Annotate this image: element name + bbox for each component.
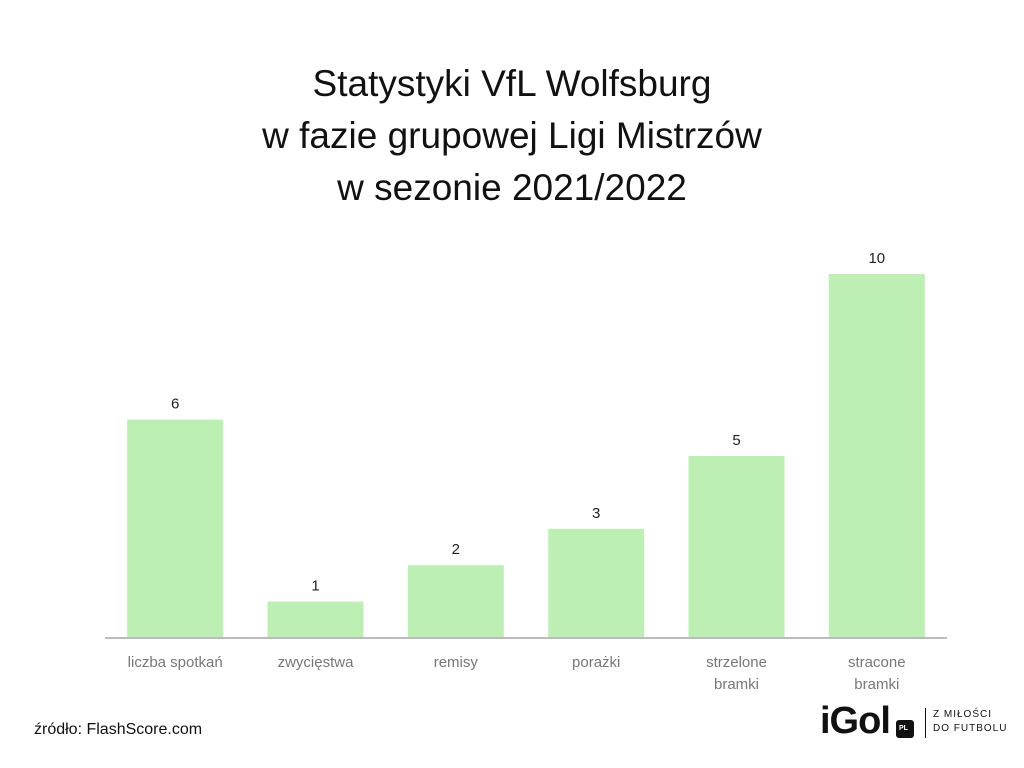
category-label-5: stracone bramki [848, 654, 906, 693]
bar-4 [688, 456, 785, 638]
category-label-line: bramki [714, 676, 759, 693]
brand-tagline-line-2: DO FUTBOLU [933, 723, 1008, 734]
bar-2 [407, 565, 504, 638]
category-label-line: stracone [848, 654, 906, 671]
bar-value-label-5: 10 [868, 250, 885, 267]
chart-title-line-3: w sezonie 2021/2022 [337, 167, 687, 208]
category-label-line: liczba spotkań [128, 654, 223, 671]
source-note: źródło: FlashScore.com [34, 721, 203, 738]
brand-badge-icon: PL [896, 720, 914, 738]
brand-tagline: Z MIŁOŚCI DO FUTBOLU [933, 708, 1007, 736]
chart-title-line-1: Statystyki VfL Wolfsburg [312, 63, 712, 104]
bar-value-label-4: 5 [732, 432, 740, 449]
category-label-2: remisy [434, 654, 479, 671]
bar-0 [127, 419, 224, 638]
category-label-4: strzelone bramki [706, 654, 767, 693]
category-label-line: zwycięstwa [278, 654, 355, 671]
brand-tagline-line-1: Z MIŁOŚCI [933, 709, 993, 720]
bar-1 [267, 601, 364, 638]
brand-logo: iGol [820, 700, 891, 742]
brand-badge-text: PL [899, 725, 908, 732]
bar-value-label-2: 2 [452, 541, 460, 558]
bar-3 [548, 528, 645, 638]
category-label-line: remisy [434, 654, 479, 671]
category-label-line: strzelone [706, 654, 767, 671]
bar-value-label-0: 6 [171, 396, 179, 413]
bar-value-label-1: 1 [311, 578, 319, 595]
bars-group [127, 274, 925, 638]
chart-title: Statystyki VfL Wolfsburg w fazie grupowe… [0, 58, 1024, 214]
bar-value-label-3: 3 [592, 505, 600, 522]
category-label-line: bramki [854, 676, 899, 693]
bar-5 [828, 274, 925, 638]
labels-group: 6 liczba spotkań 1 zwycięstwa 2 remisy 3 porażk… [128, 250, 906, 693]
category-label-3: porażki [572, 654, 620, 671]
category-label-line: porażki [572, 654, 620, 671]
brand-block: iGol PL Z MIŁOŚCI DO FUTBOLU [820, 700, 1010, 750]
chart-title-line-2: w fazie grupowej Ligi Mistrzów [262, 115, 762, 156]
category-label-0: liczba spotkań [128, 654, 223, 671]
category-label-1: zwycięstwa [278, 654, 355, 671]
brand-divider [925, 708, 926, 738]
